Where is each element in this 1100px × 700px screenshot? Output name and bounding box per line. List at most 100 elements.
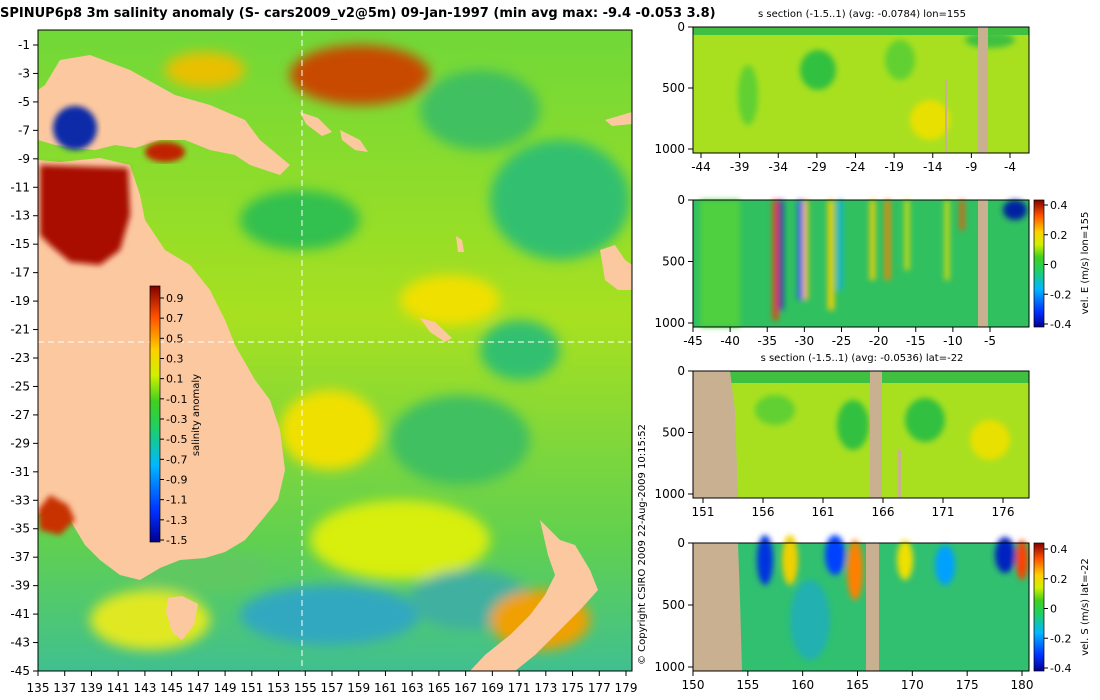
map-colorbar: 0.9 0.7 0.5 0.3 0.1 -0.1 -0.3 -0.5 -0.7 -0.9 -1.1 -…: [149, 285, 202, 547]
x-tick-label: -44: [691, 160, 711, 174]
lat-tick-label: -21: [10, 323, 30, 337]
x-tick-label: -30: [795, 334, 815, 348]
x-tick-label: -15: [906, 334, 926, 348]
colorbar-tick-label: -0.9: [166, 474, 187, 487]
lat-tick-label: -3: [18, 66, 30, 80]
lat-tick-label: -41: [10, 607, 30, 621]
lon-tick-label: 137: [53, 681, 76, 695]
lat-tick-label: -1: [18, 38, 30, 52]
colorbar-tick-label: -0.4: [1050, 662, 1071, 675]
lon-tick-label: 135: [27, 681, 50, 695]
colorbar-tick-label: -1.3: [166, 514, 187, 527]
lon-tick-label: 163: [401, 681, 424, 695]
x-tick-label: 171: [932, 505, 955, 519]
lat-tick-label: -25: [10, 379, 30, 393]
x-tick-label: -40: [720, 334, 740, 348]
y-tick-label: 500: [662, 81, 685, 95]
lon-tick-label: 145: [160, 681, 183, 695]
section-ticks: 150 155 160 165 170 175 180 0 500 1000: [654, 536, 1033, 692]
lat-tick-label: -15: [10, 237, 30, 251]
colorbar-tick-label: -0.2: [1050, 288, 1071, 301]
lat-tick-label: -23: [10, 351, 30, 365]
colorbar-tick-label: 0.2: [1050, 573, 1068, 586]
x-tick-label: -5: [984, 334, 996, 348]
lon-tick-label: 167: [454, 681, 477, 695]
colorbar-tick-label: 0.2: [1050, 229, 1068, 242]
section-panel-salinity-lat: s section (-1.5..1) (avg: -0.0536) lat=-…: [654, 353, 1030, 519]
gulf-of-carpentaria: [40, 165, 130, 265]
figure-title: SPINUP6p8 3m salinity anomaly (S- cars20…: [0, 6, 716, 21]
colorbar-tick-label: -1.1: [166, 494, 187, 507]
lon-tick-label: 149: [214, 681, 237, 695]
colorbar-tick-label: 0: [1050, 259, 1057, 272]
colorbar-tick-label: -0.5: [166, 433, 187, 446]
y-tick-label: 500: [662, 255, 685, 269]
lon-tick-label: 171: [508, 681, 531, 695]
lat-tick-label: -39: [10, 579, 30, 593]
x-tick-label: -45: [683, 334, 703, 348]
lon-tick-label: 159: [347, 681, 370, 695]
y-tick-label: 0: [677, 364, 685, 378]
lon-tick-label: 147: [187, 681, 210, 695]
map-frame: [37, 29, 633, 672]
lat-tick-label: -43: [10, 636, 30, 650]
lat-tick-label: -45: [10, 664, 30, 678]
x-tick-label: 175: [956, 678, 979, 692]
map-colorbar-label: salinity anomaly: [191, 374, 202, 456]
colorbar-tick-label: -0.2: [1050, 632, 1071, 645]
salinity-map: 135 137 139 141 143 145 147 149 151 153 155 157 159 1…: [10, 29, 638, 695]
section-colorbar-scale: [1033, 542, 1045, 672]
lat-tick-label: -13: [10, 209, 30, 223]
x-tick-label: -9: [965, 160, 977, 174]
section-ticks: -45 -40 -35 -30 -25 -20 -15 -10 -5 0 500 1000: [654, 193, 996, 348]
x-tick-label: 161: [812, 505, 835, 519]
x-tick-label: -25: [832, 334, 852, 348]
tasmania: [166, 596, 198, 640]
x-tick-label: 155: [736, 678, 759, 692]
colorbar-tick-label: 0.3: [166, 353, 184, 366]
map-lat-ticks: -1 -3 -5 -7 -9 -11 -13 -15 -17 -19 -21 -23 -25 -27 -29…: [10, 38, 38, 678]
gulf-low-salinity: [53, 106, 97, 150]
x-tick-label: -29: [807, 160, 827, 174]
colorbar-tick-label: 0.7: [166, 312, 184, 325]
new-caledonia: [420, 318, 452, 342]
x-tick-label: -20: [869, 334, 889, 348]
lat-tick-label: -19: [10, 294, 30, 308]
lon-tick-label: 151: [240, 681, 263, 695]
colorbar-tick-label: -0.1: [166, 393, 187, 406]
colorbar-tick-label: 0.9: [166, 292, 184, 305]
lat-tick-label: -27: [10, 408, 30, 422]
y-tick-label: 1000: [654, 316, 685, 330]
salinity-patches: [90, 45, 630, 650]
section-colorbar-scale: [1033, 199, 1045, 328]
lon-tick-label: 179: [615, 681, 638, 695]
x-tick-label: -35: [757, 334, 777, 348]
section-colorbar-ticks: 0.4 0.2 0 -0.2 -0.4: [1044, 199, 1071, 331]
y-tick-label: 1000: [654, 660, 685, 674]
lon-tick-label: 175: [561, 681, 584, 695]
x-tick-label: 160: [791, 678, 814, 692]
new-zealand: [470, 520, 598, 671]
lat-tick-label: -11: [10, 180, 30, 194]
y-tick-label: 0: [677, 193, 685, 207]
y-tick-label: 500: [662, 426, 685, 440]
lat-tick-label: -5: [18, 95, 30, 109]
section-title: s section (-1.5..1) (avg: -0.0536) lat=-…: [761, 353, 964, 364]
section-frame: [692, 26, 1030, 154]
lon-tick-label: 143: [133, 681, 156, 695]
x-tick-label: 180: [1011, 678, 1034, 692]
section-frame: [692, 542, 1030, 672]
x-tick-label: -10: [943, 334, 963, 348]
lon-tick-label: 169: [481, 681, 504, 695]
x-tick-label: -34: [768, 160, 788, 174]
y-tick-label: 0: [677, 536, 685, 550]
lat-tick-label: -33: [10, 493, 30, 507]
lat-tick-label: -9: [18, 152, 30, 166]
x-tick-label: -4: [1004, 160, 1016, 174]
x-tick-label: -24: [846, 160, 866, 174]
section-ticks: -44 -39 -34 -29 -24 -19 -14 -9 -4 0 500 1000: [654, 20, 1016, 174]
x-tick-label: 170: [901, 678, 924, 692]
y-tick-label: 1000: [654, 142, 685, 156]
